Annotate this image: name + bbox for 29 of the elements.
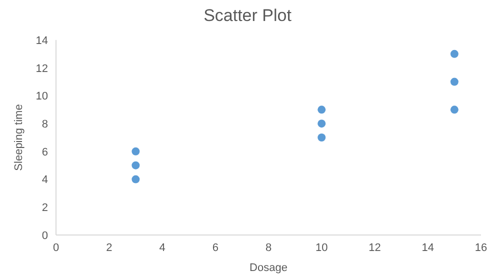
y-tick-label: 10 xyxy=(36,90,48,103)
y-tick-label: 4 xyxy=(42,174,48,186)
point xyxy=(318,106,326,114)
x-tick-label: 14 xyxy=(422,242,434,254)
point xyxy=(450,78,458,86)
y-tick-label: 12 xyxy=(36,62,48,75)
x-tick-label: 0 xyxy=(52,242,60,254)
y-tick-label: 6 xyxy=(42,146,48,158)
y-axis-title: Sleeping time xyxy=(12,104,25,171)
point xyxy=(318,134,326,142)
point xyxy=(450,106,458,114)
y-tick-label: 0 xyxy=(42,230,48,242)
x-tick-label: 10 xyxy=(316,242,328,254)
point xyxy=(318,120,326,128)
y-tick-label: 8 xyxy=(42,118,48,130)
point xyxy=(132,175,140,184)
y-tick-label: 14 xyxy=(36,34,48,47)
chart-title: Scatter Plot xyxy=(202,5,292,27)
x-tick-label: 6 xyxy=(212,242,218,254)
y-tick-label: 2 xyxy=(42,202,48,214)
x-tick-label: 8 xyxy=(265,242,272,254)
x-tick-label: 16 xyxy=(474,242,488,254)
point xyxy=(132,147,140,156)
point xyxy=(132,161,140,170)
x-tick-label: 4 xyxy=(159,242,166,254)
x-tick-label: 12 xyxy=(368,242,381,254)
x-axis-title: Dosage xyxy=(250,262,288,274)
point xyxy=(450,50,458,58)
x-tick-label: 2 xyxy=(106,242,112,254)
